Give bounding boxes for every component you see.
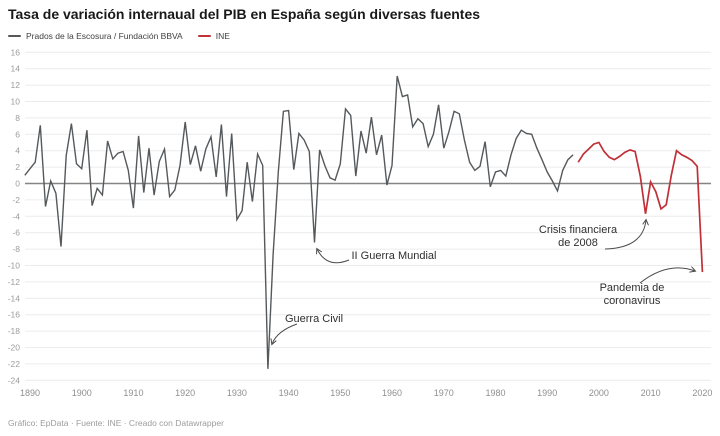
footer-credit: Gráfico: EpData · Fuente: INE · Creado c… [8,418,224,428]
x-tick-label: 1970 [434,388,454,398]
x-tick-label: 1960 [382,388,402,398]
x-tick-label: 1900 [72,388,92,398]
x-tick-label: 1940 [279,388,299,398]
x-axis-labels: 1890 1900 1910 1920 1930 1940 1950 1960 1970 1980… [20,388,712,398]
page-title: Tasa de variación internaual del PIB en … [8,6,481,22]
y-tick-label: -10 [8,261,21,271]
y-tick-label: -12 [8,277,21,287]
y-tick-label: 8 [15,113,20,123]
x-tick-label: 1930 [227,388,247,398]
annotation-layer: Guerra Civil II Guerra Mundial Crisis fina… [272,220,695,344]
series-line-ine [577,141,704,273]
y-tick-label: -2 [12,195,20,205]
y-tick-label: 0 [15,179,20,189]
annotation-ii-guerra-mundial: II Guerra Mundial [317,249,437,264]
legend-label-ine: INE [215,31,230,41]
prados-line-swatch-icon [8,34,21,38]
annotation-crisis-financiera-2008: Crisis financiera de 2008 [539,220,646,250]
y-tick-label: -4 [12,211,20,221]
x-tick-label: 1910 [123,388,143,398]
y-tick-label: 12 [11,80,21,90]
y-tick-label: 10 [11,97,21,107]
x-tick-label: 1890 [20,388,40,398]
y-tick-label: -18 [8,326,21,336]
legend: Prados de la Escosura / Fundación BBVA I… [8,31,230,41]
y-tick-label: -22 [8,359,21,369]
y-tick-label: -14 [8,293,21,303]
x-tick-label: 2000 [589,388,609,398]
annotation-label: II Guerra Mundial [352,250,437,262]
x-tick-label: 2010 [641,388,661,398]
legend-item-prados: Prados de la Escosura / Fundación BBVA [8,31,183,41]
annotation-arrow-icon [317,249,350,264]
series-line-prados [24,75,574,369]
y-tick-label: -16 [8,310,21,320]
annotation-label: Guerra Civil [285,313,343,325]
y-axis-labels: 16 14 12 10 8 6 4 2 0 -2 -4 -6 -8 -10 -12 -14 -16 -18 -20 -… [8,47,21,385]
ine-line-swatch-icon [197,34,211,38]
x-tick-label: 1990 [537,388,557,398]
y-tick-label: 6 [15,129,20,139]
annotation-arrow-icon [604,220,646,250]
y-tick-label: 14 [11,64,21,74]
annotation-arrow-icon [639,268,695,284]
grid-layer [25,51,711,381]
annotation-label: Crisis financiera de 2008 [539,224,618,249]
y-tick-label: -8 [12,244,20,254]
annotation-guerra-civil: Guerra Civil [272,313,343,344]
x-tick-label: 1920 [175,388,195,398]
y-tick-label: -6 [12,228,20,238]
y-tick-label: -24 [8,375,21,385]
legend-label-prados: Prados de la Escosura / Fundación BBVA [26,31,183,41]
legend-item-ine: INE [197,31,230,41]
annotation-label: Pandemia de coronavirus [600,282,665,307]
series-layer [24,75,704,369]
annotation-arrow-icon [272,323,298,344]
y-tick-label: 16 [11,47,21,57]
y-tick-label: 2 [15,162,20,172]
y-tick-label: 4 [15,146,20,156]
x-tick-label: 1950 [330,388,350,398]
x-tick-label: 1980 [485,388,505,398]
x-tick-label: 2020 [692,388,712,398]
annotation-pandemia-coronavirus: Pandemia de coronavirus [600,268,695,307]
y-tick-label: -20 [8,343,21,353]
